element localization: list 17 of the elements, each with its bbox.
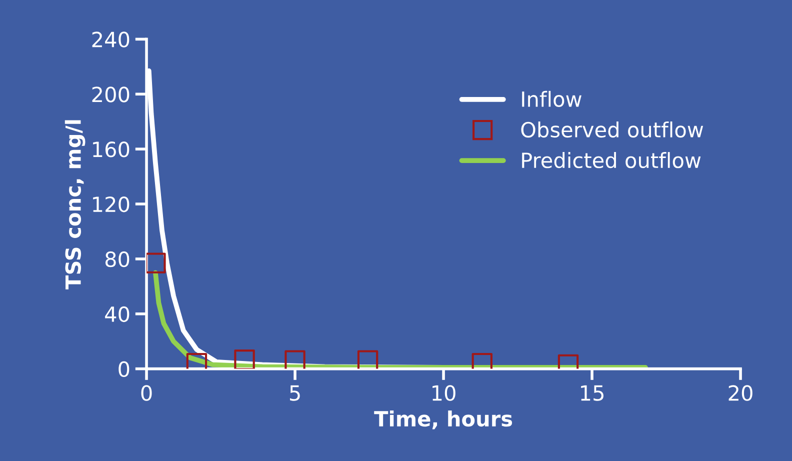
x-tick-label: 20 <box>728 385 752 401</box>
y-tick-label: 240 <box>92 32 130 48</box>
x-tick-label: 10 <box>432 385 456 401</box>
y-tick-label: 0 <box>118 361 130 378</box>
legend-label: Observed outflow <box>521 121 704 138</box>
x-axis-title: Time, hours <box>374 410 512 430</box>
y-tick-label: 200 <box>92 86 130 102</box>
y-tick-label: 80 <box>105 251 130 268</box>
x-tick-label: 0 <box>141 385 152 401</box>
y-tick-label: 120 <box>93 196 130 212</box>
x-tick-label: 15 <box>581 385 604 401</box>
legend-label: Inflow <box>522 90 582 108</box>
y-tick-label: 40 <box>105 306 130 322</box>
x-tick-label: 5 <box>290 385 300 401</box>
y-axis-title: TSS conc, mg/l <box>64 120 86 290</box>
y-tick-label: 160 <box>93 142 130 158</box>
legend-label: Predicted outflow <box>522 152 701 168</box>
